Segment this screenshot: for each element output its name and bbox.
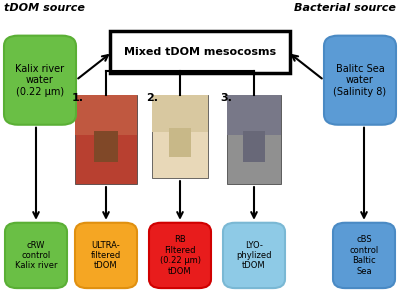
Text: Mixed tDOM mesocosms: Mixed tDOM mesocosms — [124, 47, 276, 57]
Text: Kalix river
water
(0.22 μm): Kalix river water (0.22 μm) — [16, 64, 64, 97]
Text: RB
Filtered
(0.22 μm)
tDOM: RB Filtered (0.22 μm) tDOM — [160, 235, 200, 276]
Bar — [94, 131, 118, 162]
FancyBboxPatch shape — [110, 31, 290, 73]
Text: cBS
control
Baltic
Sea: cBS control Baltic Sea — [349, 235, 379, 276]
Text: 1.: 1. — [72, 93, 84, 103]
Bar — [227, 95, 281, 135]
Text: tDOM source: tDOM source — [4, 3, 85, 13]
Text: Bacterial source: Bacterial source — [294, 3, 396, 13]
Bar — [75, 95, 137, 135]
Bar — [152, 95, 208, 178]
Bar — [152, 95, 208, 132]
Text: cRW
control
Kalix river: cRW control Kalix river — [15, 241, 57, 270]
Bar — [243, 131, 265, 162]
FancyBboxPatch shape — [149, 223, 211, 288]
FancyBboxPatch shape — [223, 223, 285, 288]
FancyBboxPatch shape — [333, 223, 395, 288]
Text: ULTRA-
filtered
tDOM: ULTRA- filtered tDOM — [91, 241, 121, 270]
Text: LYO-
phylized
tDOM: LYO- phylized tDOM — [236, 241, 272, 270]
Text: 2.: 2. — [146, 93, 158, 103]
Bar — [169, 128, 191, 157]
FancyBboxPatch shape — [5, 223, 67, 288]
Text: 3.: 3. — [220, 93, 232, 103]
Bar — [75, 95, 137, 184]
FancyBboxPatch shape — [324, 36, 396, 125]
Bar — [227, 95, 281, 184]
FancyBboxPatch shape — [75, 223, 137, 288]
FancyBboxPatch shape — [4, 36, 76, 125]
Text: Balitc Sea
water
(Salinity 8): Balitc Sea water (Salinity 8) — [334, 64, 386, 97]
